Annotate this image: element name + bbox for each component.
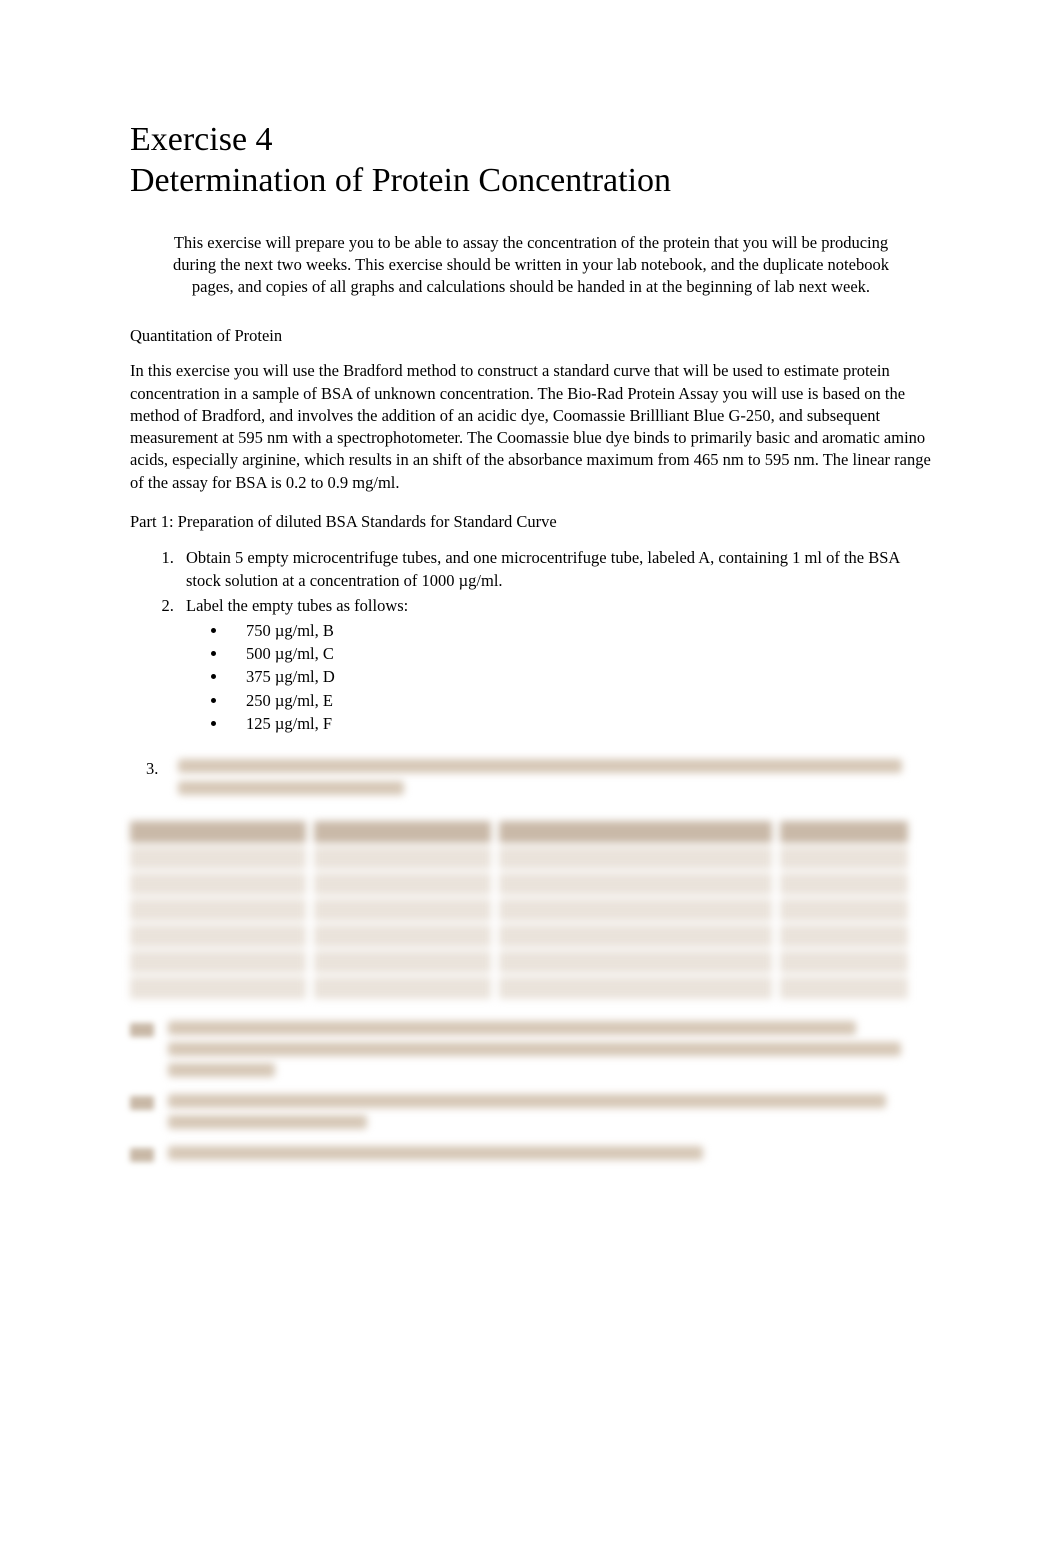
blurred-table-row: [130, 821, 932, 843]
title-line-1: Exercise 4: [130, 120, 932, 161]
list-item-3-number: 3.: [146, 759, 178, 779]
blurred-text-line: [178, 781, 404, 795]
blurred-table-cell: [780, 821, 908, 843]
sub-list-item: 750 µg/ml, B: [228, 619, 932, 642]
blurred-text-line: [168, 1021, 856, 1035]
sub-list-item: 500 µg/ml, C: [228, 642, 932, 665]
list-item-1: Obtain 5 empty microcentrifuge tubes, an…: [178, 546, 932, 592]
title-line-2: Determination of Protein Concentration: [130, 161, 932, 202]
blurred-table-cell: [499, 873, 772, 895]
blurred-table-cell: [314, 951, 490, 973]
blurred-list-lines: [168, 1146, 932, 1167]
blurred-list-item: [130, 1094, 932, 1136]
blurred-table-cell: [314, 821, 490, 843]
blurred-table-cell: [780, 899, 908, 921]
blurred-list-item: [130, 1146, 932, 1167]
blurred-table-cell: [499, 951, 772, 973]
blurred-table-cell: [130, 847, 306, 869]
blurred-text-line: [168, 1115, 367, 1129]
blurred-list-number: [130, 1023, 154, 1037]
blurred-table-cell: [130, 925, 306, 947]
blurred-table-row: [130, 873, 932, 895]
blurred-table-cell: [130, 821, 306, 843]
blurred-list-number: [130, 1148, 154, 1162]
blurred-text-line: [178, 759, 902, 773]
title-block: Exercise 4 Determination of Protein Conc…: [130, 120, 932, 202]
blurred-table-cell: [130, 977, 306, 999]
blurred-table-cell: [499, 899, 772, 921]
blurred-table-cell: [130, 873, 306, 895]
blurred-list-number: [130, 1096, 154, 1110]
blurred-text-line: [168, 1063, 275, 1077]
part-heading: Part 1: Preparation of diluted BSA Stand…: [130, 512, 932, 532]
blurred-list-lines: [168, 1021, 932, 1084]
section-heading: Quantitation of Protein: [130, 326, 932, 346]
blurred-table-row: [130, 899, 932, 921]
blurred-table-cell: [314, 873, 490, 895]
sub-list-item: 250 µg/ml, E: [228, 689, 932, 712]
blurred-table-row: [130, 951, 932, 973]
blurred-table-cell: [314, 925, 490, 947]
blurred-table-row: [130, 847, 932, 869]
intro-paragraph: This exercise will prepare you to be abl…: [160, 232, 902, 299]
blurred-table-cell: [780, 951, 908, 973]
blurred-text-line: [168, 1146, 703, 1160]
sub-list-item: 375 µg/ml, D: [228, 665, 932, 688]
list-item-2-text: Label the empty tubes as follows:: [186, 596, 408, 615]
body-paragraph: In this exercise you will use the Bradfo…: [130, 360, 932, 494]
blurred-item3-text: [178, 759, 932, 803]
blurred-table-cell: [130, 951, 306, 973]
blurred-table-cell: [780, 873, 908, 895]
blurred-text-line: [168, 1094, 886, 1108]
blurred-list-item: [130, 1021, 932, 1084]
blurred-table-cell: [130, 899, 306, 921]
blurred-table-cell: [314, 977, 490, 999]
blurred-table-cell: [314, 899, 490, 921]
list-item-2: Label the empty tubes as follows: 750 µg…: [178, 594, 932, 735]
blurred-table-cell: [314, 847, 490, 869]
blurred-table-cell: [499, 847, 772, 869]
document-page: Exercise 4 Determination of Protein Conc…: [0, 0, 1062, 1556]
blurred-table-cell: [499, 821, 772, 843]
blurred-table-cell: [780, 977, 908, 999]
blurred-table-cell: [499, 977, 772, 999]
blurred-list-lines: [168, 1094, 932, 1136]
blurred-table-cell: [780, 925, 908, 947]
sub-list: 750 µg/ml, B 500 µg/ml, C 375 µg/ml, D 2…: [186, 619, 932, 734]
blurred-table-row: [130, 977, 932, 999]
blurred-text-line: [168, 1042, 901, 1056]
list-item-3-row: 3.: [130, 759, 932, 803]
blurred-table: [130, 821, 932, 999]
blurred-lower-items: [130, 1021, 932, 1167]
blurred-table-cell: [780, 847, 908, 869]
ordered-list: Obtain 5 empty microcentrifuge tubes, an…: [130, 546, 932, 735]
blurred-table-row: [130, 925, 932, 947]
sub-list-item: 125 µg/ml, F: [228, 712, 932, 735]
blurred-table-cell: [499, 925, 772, 947]
